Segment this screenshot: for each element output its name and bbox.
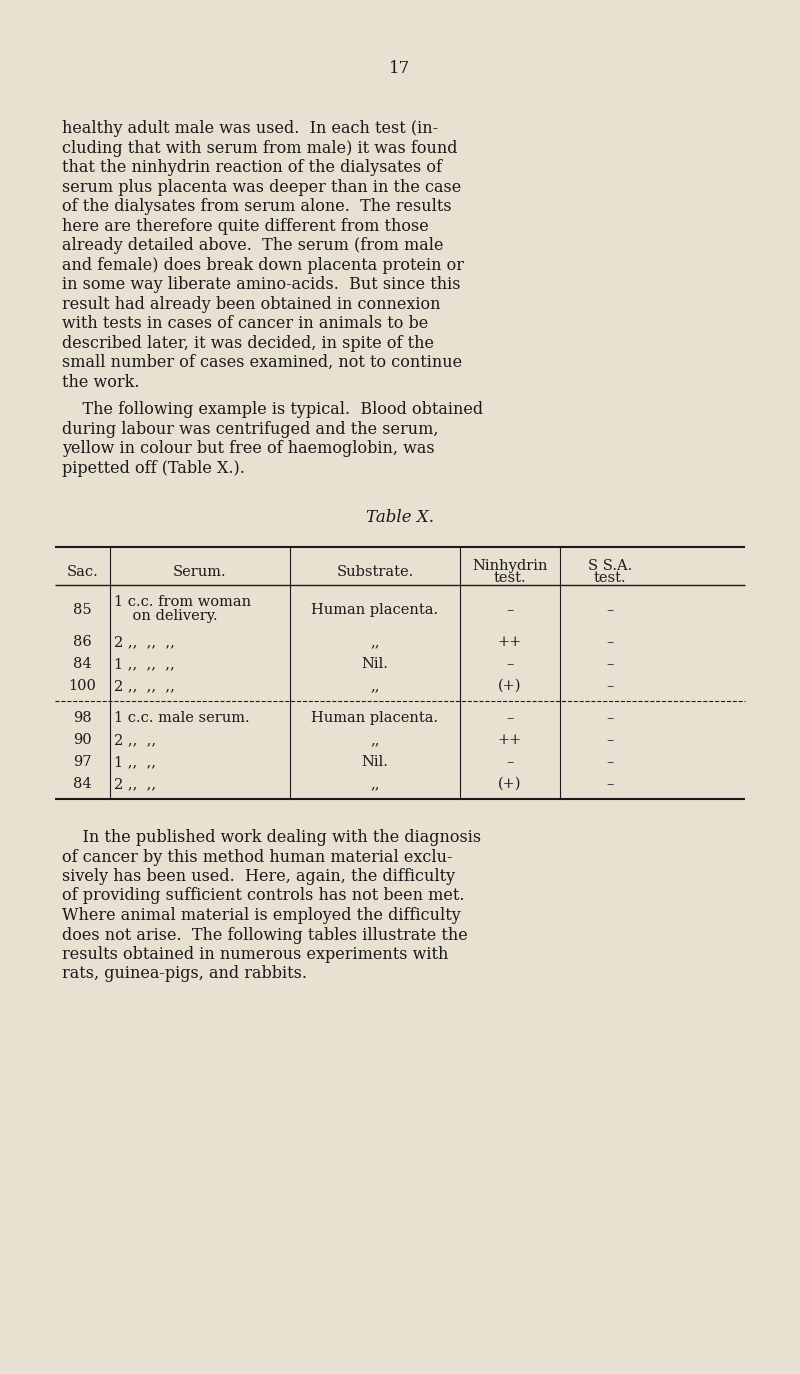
Text: already detailed above.  The serum (from male: already detailed above. The serum (from … — [62, 236, 443, 254]
Text: sively has been used.  Here, again, the difficulty: sively has been used. Here, again, the d… — [62, 868, 455, 885]
Text: –: – — [606, 778, 614, 791]
Text: rats, guinea-pigs, and rabbits.: rats, guinea-pigs, and rabbits. — [62, 966, 307, 982]
Text: ++: ++ — [498, 732, 522, 747]
Text: and female) does break down placenta protein or: and female) does break down placenta pro… — [62, 257, 464, 273]
Text: test.: test. — [494, 572, 526, 585]
Text: (+): (+) — [498, 679, 522, 692]
Text: with tests in cases of cancer in animals to be: with tests in cases of cancer in animals… — [62, 315, 428, 333]
Text: of providing sufficient controls has not been met.: of providing sufficient controls has not… — [62, 888, 465, 904]
Text: 17: 17 — [390, 60, 410, 77]
Text: 2 ,,  ,,  ,,: 2 ,, ,, ,, — [114, 679, 175, 692]
Text: small number of cases examined, not to continue: small number of cases examined, not to c… — [62, 354, 462, 371]
Text: In the published work dealing with the diagnosis: In the published work dealing with the d… — [62, 829, 481, 846]
Text: test.: test. — [594, 572, 626, 585]
Text: –: – — [606, 657, 614, 671]
Text: –: – — [506, 710, 514, 725]
Text: Table X.: Table X. — [366, 508, 434, 526]
Text: ,,: ,, — [370, 732, 380, 747]
Text: The following example is typical.  Blood obtained: The following example is typical. Blood … — [62, 401, 483, 418]
Text: –: – — [606, 732, 614, 747]
Text: –: – — [606, 635, 614, 649]
Text: 90: 90 — [73, 732, 92, 747]
Text: yellow in colour but free of haemoglobin, was: yellow in colour but free of haemoglobin… — [62, 440, 434, 458]
Text: cluding that with serum from male) it was found: cluding that with serum from male) it wa… — [62, 140, 458, 157]
Text: –: – — [606, 754, 614, 769]
Text: 1 ,,  ,,: 1 ,, ,, — [114, 754, 156, 769]
Text: Serum.: Serum. — [173, 565, 227, 578]
Text: ++: ++ — [498, 635, 522, 649]
Text: –: – — [506, 603, 514, 617]
Text: (+): (+) — [498, 778, 522, 791]
Text: 86: 86 — [73, 635, 92, 649]
Text: described later, it was decided, in spite of the: described later, it was decided, in spit… — [62, 334, 434, 352]
Text: –: – — [606, 710, 614, 725]
Text: 85: 85 — [73, 603, 92, 617]
Text: –: – — [506, 657, 514, 671]
Text: ,,: ,, — [370, 679, 380, 692]
Text: 98: 98 — [73, 710, 92, 725]
Text: Nil.: Nil. — [362, 754, 389, 769]
Text: of cancer by this method human material exclu-: of cancer by this method human material … — [62, 849, 453, 866]
Text: 84: 84 — [73, 778, 92, 791]
Text: 2 ,,  ,,  ,,: 2 ,, ,, ,, — [114, 635, 175, 649]
Text: 1 ,,  ,,  ,,: 1 ,, ,, ,, — [114, 657, 174, 671]
Text: on delivery.: on delivery. — [114, 609, 218, 622]
Text: –: – — [606, 603, 614, 617]
Text: does not arise.  The following tables illustrate the: does not arise. The following tables ill… — [62, 926, 468, 944]
Text: –: – — [506, 754, 514, 769]
Text: results obtained in numerous experiments with: results obtained in numerous experiments… — [62, 947, 448, 963]
Text: pipetted off (Table X.).: pipetted off (Table X.). — [62, 459, 245, 477]
Text: Where animal material is employed the difficulty: Where animal material is employed the di… — [62, 907, 461, 923]
Text: Sac.: Sac. — [66, 565, 98, 578]
Text: S S.A.: S S.A. — [588, 559, 632, 573]
Text: ,,: ,, — [370, 778, 380, 791]
Text: 1 c.c. from woman: 1 c.c. from woman — [114, 595, 251, 609]
Text: 1 c.c. male serum.: 1 c.c. male serum. — [114, 710, 250, 725]
Text: Substrate.: Substrate. — [336, 565, 414, 578]
Text: 97: 97 — [74, 754, 92, 769]
Text: 84: 84 — [73, 657, 92, 671]
Text: during labour was centrifuged and the serum,: during labour was centrifuged and the se… — [62, 420, 438, 437]
Text: 100: 100 — [69, 679, 97, 692]
Text: result had already been obtained in connexion: result had already been obtained in conn… — [62, 295, 441, 312]
Text: 2 ,,  ,,: 2 ,, ,, — [114, 732, 156, 747]
Text: ,,: ,, — [370, 635, 380, 649]
Text: –: – — [606, 679, 614, 692]
Text: Ninhydrin: Ninhydrin — [472, 559, 548, 573]
Text: in some way liberate amino-acids.  But since this: in some way liberate amino-acids. But si… — [62, 276, 461, 293]
Text: that the ninhydrin reaction of the dialysates of: that the ninhydrin reaction of the dialy… — [62, 159, 442, 176]
Text: of the dialysates from serum alone.  The results: of the dialysates from serum alone. The … — [62, 198, 452, 214]
Text: Human placenta.: Human placenta. — [311, 603, 438, 617]
Text: serum plus placenta was deeper than in the case: serum plus placenta was deeper than in t… — [62, 179, 462, 195]
Text: Human placenta.: Human placenta. — [311, 710, 438, 725]
Text: the work.: the work. — [62, 374, 139, 390]
Text: here are therefore quite different from those: here are therefore quite different from … — [62, 217, 429, 235]
Text: healthy adult male was used.  In each test (in-: healthy adult male was used. In each tes… — [62, 120, 438, 137]
Text: 2 ,,  ,,: 2 ,, ,, — [114, 778, 156, 791]
Text: Nil.: Nil. — [362, 657, 389, 671]
